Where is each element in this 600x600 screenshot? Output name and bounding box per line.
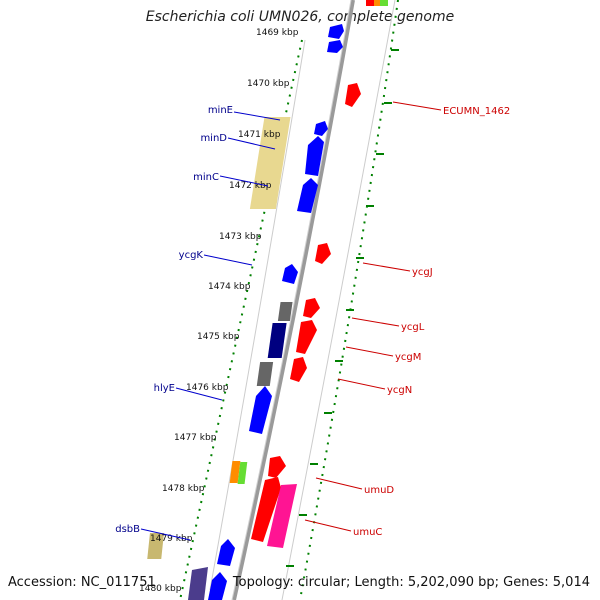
feature-band-min — [249, 117, 291, 209]
gene-label-dsbB[interactable]: dsbB — [115, 524, 140, 535]
dsbB-gene[interactable] — [217, 539, 235, 566]
ruler-label-1471: 1471 kbp — [238, 130, 281, 140]
feature-forward-1469a[interactable] — [328, 24, 344, 39]
genome-summary-text: Topology: circular; Length: 5,202,090 bp… — [232, 575, 590, 590]
gene-label-minD[interactable]: minD — [200, 133, 227, 144]
feature-reverse-top-red[interactable] — [366, 0, 374, 6]
feature-forward-1469b[interactable] — [327, 40, 343, 53]
gene-label-ECUMN_1462[interactable]: ECUMN_1462 — [443, 106, 510, 117]
feature-forward-1480a[interactable] — [188, 567, 208, 600]
reverse-features — [229, 0, 388, 548]
genome-backbone-highlight — [231, 0, 352, 600]
ruler-label-1470: 1470 kbp — [247, 79, 290, 89]
minC-gene[interactable] — [297, 178, 318, 213]
gene-label-umuD[interactable]: umuD — [364, 485, 394, 496]
gene-label-ycgJ[interactable]: ycgJ — [412, 267, 433, 278]
ruler-labels: 1469 kbp 1470 kbp 1471 kbp 1472 kbp 1473… — [139, 28, 299, 594]
feature-gray-ycgL[interactable] — [277, 302, 293, 321]
feature-green-umuD[interactable] — [237, 462, 248, 484]
ycgJ-gene[interactable] — [315, 243, 331, 264]
genome-backbone — [232, 0, 355, 600]
accession-text: Accession: NC_011751 — [8, 575, 156, 590]
ruler-label-1478: 1478 kbp — [162, 484, 205, 494]
ycgM-gene[interactable] — [267, 323, 287, 358]
ycgL-gene[interactable] — [303, 298, 320, 318]
ruler-outer-ticks — [286, 49, 399, 567]
reverse-gene-labels: ECUMN_1462 ycgJ ycgL ycgM ycgN umuD umuC — [353, 106, 510, 538]
umuD-gene[interactable] — [268, 456, 286, 478]
reverse-lane-edge — [281, 0, 396, 600]
feature-orange-umuD[interactable] — [229, 461, 241, 483]
minD-gene[interactable] — [305, 136, 324, 176]
feature-reverse-top-orange[interactable] — [374, 0, 380, 6]
forward-label-lines — [140, 111, 281, 541]
ruler-label-1469: 1469 kbp — [256, 28, 299, 38]
ruler-label-1475: 1475 kbp — [197, 332, 240, 342]
map-title: Escherichia coli UMN026, complete genome — [145, 9, 455, 25]
gene-label-minC[interactable]: minC — [193, 172, 219, 183]
hlyE-gene[interactable] — [249, 386, 272, 434]
feature-forward-1480b[interactable] — [208, 572, 227, 600]
ruler-label-1480: 1480 kbp — [139, 584, 182, 594]
gene-label-ycgN[interactable]: ycgN — [387, 385, 412, 396]
feature-reverse-top-green[interactable] — [380, 0, 388, 6]
gene-label-hlyE[interactable]: hlyE — [154, 383, 175, 394]
gene-label-ycgM[interactable]: ycgM — [395, 352, 421, 363]
umuC-gene[interactable] — [251, 477, 281, 542]
ruler-label-1472: 1472 kbp — [229, 181, 272, 191]
ruler-label-1477: 1477 kbp — [174, 433, 217, 443]
ycgN-gene[interactable] — [290, 357, 307, 382]
feature-gray-ycgN[interactable] — [256, 362, 274, 386]
ECUMN_1462-gene[interactable] — [345, 83, 361, 107]
ycgK-gene[interactable] — [282, 264, 298, 284]
forward-lane-edge — [209, 39, 306, 591]
ruler-label-1476: 1476 kbp — [186, 383, 229, 393]
ruler-label-1473: 1473 kbp — [219, 232, 262, 242]
reverse-label-lines — [304, 101, 442, 532]
gene-label-ycgK[interactable]: ycgK — [179, 250, 204, 261]
ruler-label-1479: 1479 kbp — [150, 534, 193, 544]
gene-label-minE[interactable]: minE — [208, 105, 233, 116]
ruler-label-1474: 1474 kbp — [208, 282, 251, 292]
gene-label-umuC[interactable]: umuC — [353, 527, 382, 538]
dsbB-band — [147, 533, 164, 559]
forward-features — [147, 24, 344, 600]
forward-gene-labels: minE minD minC ycgK hlyE dsbB — [115, 105, 233, 535]
feature-magenta-umuC[interactable] — [267, 484, 297, 548]
gene-label-ycgL[interactable]: ycgL — [401, 322, 425, 333]
minE-gene[interactable] — [314, 121, 328, 136]
feature-reverse-1475[interactable] — [296, 320, 317, 354]
ruler-inner-dots — [179, 39, 303, 600]
